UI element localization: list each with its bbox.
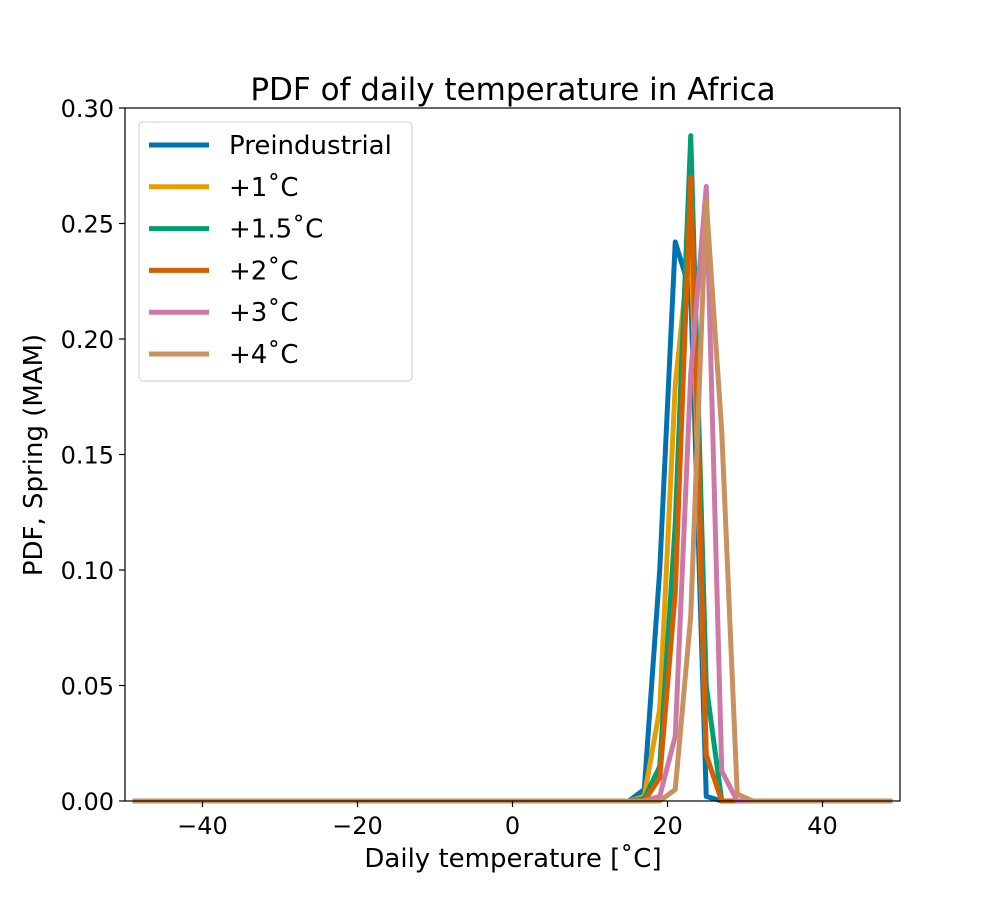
legend-label-2: +1.5˚C xyxy=(229,215,323,245)
y-tick-label: 0.15 xyxy=(61,442,114,470)
legend-label-0: Preindustrial xyxy=(229,131,392,161)
legend-label-1: +1˚C xyxy=(229,173,298,203)
x-tick-label: 40 xyxy=(807,812,838,840)
x-tick-label: 20 xyxy=(652,812,683,840)
legend-label-4: +3˚C xyxy=(229,298,298,328)
legend-label-5: +4˚C xyxy=(229,340,298,370)
y-tick-label: 0.10 xyxy=(61,557,114,585)
y-axis-ticks: 0.00 0.05 0.10 0.15 0.20 0.25 0.30 xyxy=(61,95,125,816)
y-axis-label: PDF, Spring (MAM) xyxy=(19,334,49,576)
y-tick-label: 0.25 xyxy=(61,211,114,239)
x-axis-ticks: −40 −20 0 20 40 xyxy=(177,801,838,840)
y-tick-label: 0.20 xyxy=(61,326,114,354)
y-tick-label: 0.30 xyxy=(61,95,114,123)
y-tick-label: 0.00 xyxy=(61,788,114,816)
y-tick-label: 0.05 xyxy=(61,673,114,701)
x-axis-label: Daily temperature [˚C] xyxy=(364,844,661,874)
chart-title: PDF of daily temperature in Africa xyxy=(250,72,775,108)
legend: Preindustrial +1˚C +1.5˚C +2˚C +3˚C +4˚C xyxy=(138,121,413,382)
x-tick-label: 0 xyxy=(505,812,520,840)
series-line-5 xyxy=(132,197,893,804)
legend-label-3: +2˚C xyxy=(229,256,298,286)
x-tick-label: −40 xyxy=(177,812,228,840)
x-tick-label: −20 xyxy=(332,812,383,840)
